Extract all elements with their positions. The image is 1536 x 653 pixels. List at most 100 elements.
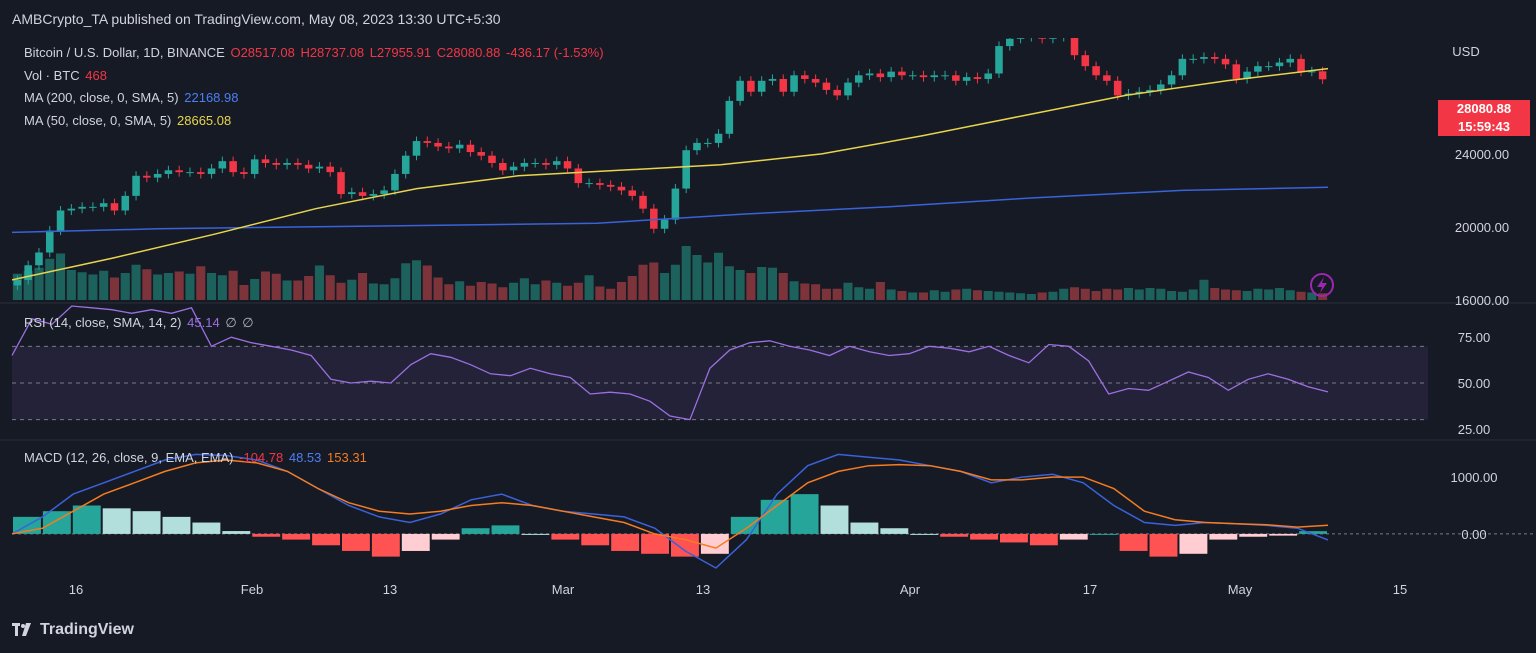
macd-histogram-bar [192,522,221,534]
candle-body [606,184,615,187]
macd-histogram-bar [102,508,131,534]
volume-bar [1264,289,1274,300]
tradingview-logo[interactable]: TradingView [12,621,134,639]
candle-body [56,210,65,231]
candle-body [736,80,744,101]
volume-bar [271,273,281,300]
macd-histogram-bar [1000,533,1028,543]
volume-bar [573,282,583,300]
volume-bar [228,270,238,300]
chart-canvas[interactable]: 24000.00 20000.00 16000.00 USD 75.00 50.00 25.… [0,38,1536,605]
price-tick-label: 16000.00 [1455,293,1509,308]
candle-body [833,89,841,96]
candle-body [1189,58,1197,60]
candle-body [531,162,539,164]
volume-bar [1177,291,1187,300]
candle-body [1297,58,1305,72]
volume-bar [368,283,378,300]
candle-body [175,170,183,173]
candle-body [973,77,982,79]
volume-bar [714,252,724,300]
candle-body [401,155,410,174]
candle-body [1070,38,1079,56]
volume-bar [1037,292,1047,300]
time-tick-label: Mar [552,582,575,597]
candle-body [78,206,86,209]
candle-body [99,203,108,207]
volume-bar [1026,294,1036,300]
volume-bar [865,288,875,300]
lightning-icon[interactable] [1310,273,1334,297]
volume-bar [250,279,260,300]
published-header: AMBCrypto_TA published on TradingView.co… [0,0,1536,38]
macd-label: MACD (12, 26, close, 9, EMA, EMA) [24,450,234,465]
volume-bar [304,276,314,300]
candle-body [693,142,701,151]
candle-body [919,75,928,78]
macd-histogram-bar [1299,531,1327,534]
volume-bar [1113,289,1123,300]
macd-histogram-bar [312,533,340,546]
rsi-legend: RSI (14, close, SMA, 14, 2) 45.14 ∅ ∅ [24,315,256,331]
candle-body [725,100,734,134]
volume-bar [109,277,120,300]
volume-bar [142,269,152,300]
candle-body [1286,58,1295,63]
macd-histogram-bar [611,533,640,551]
volume-bar [66,270,76,300]
chart-area[interactable]: 24000.00 20000.00 16000.00 USD 75.00 50.00 25.… [0,38,1536,605]
volume-bar [401,263,411,300]
volume-bar [185,273,195,300]
volume-bar [1134,289,1144,300]
time-tick-label: 13 [383,582,397,597]
macd-histogram-bar [551,533,580,540]
time-tick-label: May [1228,582,1253,597]
time-tick-label: 15 [1393,582,1407,597]
volume-bar [767,267,778,300]
volume-bar [509,282,519,300]
volume-bar [681,246,691,300]
volume-bar [1167,291,1177,300]
volume-bar [163,273,173,300]
macd-histogram-bar [1239,533,1268,537]
candle-body [143,175,151,178]
candle-body [908,75,917,77]
candle-body [434,142,442,147]
volume-bar [692,255,702,300]
volume-bar [498,287,508,300]
volume-bar [476,282,486,300]
candle-body [930,75,939,78]
candle-body [218,161,227,169]
high-value: H28737.08 [300,45,365,60]
macd-tick-label: 0.00 [1461,527,1486,542]
candle-body [272,162,281,165]
candle-body [639,195,647,209]
volume-bar [929,290,939,300]
volume-bar [1156,288,1166,300]
macd-histogram-bar [401,533,430,551]
candle-body [283,162,291,165]
bar-countdown: 15:59:43 [1457,119,1511,134]
volume-bar [735,270,745,300]
volume-bar [660,273,670,300]
current-price: 28080.88 [1456,101,1512,116]
candle-body [542,162,550,165]
volume-bar [886,289,896,300]
volume-bar [562,285,573,300]
volume-bar [757,267,767,300]
volume-bar [455,281,465,300]
candle-body [186,172,194,174]
macd-histogram-bar [461,528,490,534]
volume-bar [1253,288,1263,300]
volume-bar [347,279,357,300]
candle-body [207,168,216,174]
volume-bar [465,285,475,300]
volume-bar [951,289,961,300]
volume-bar [778,273,788,300]
macd-histogram-bar [671,533,699,557]
macd-histogram-bar [1059,533,1088,540]
volume-bar [1274,288,1284,300]
ma50-legend: MA (50, close, 0, SMA, 5) 28665.08 [24,113,233,128]
macd-histogram-bar [491,525,520,534]
candle-body [1081,55,1090,67]
